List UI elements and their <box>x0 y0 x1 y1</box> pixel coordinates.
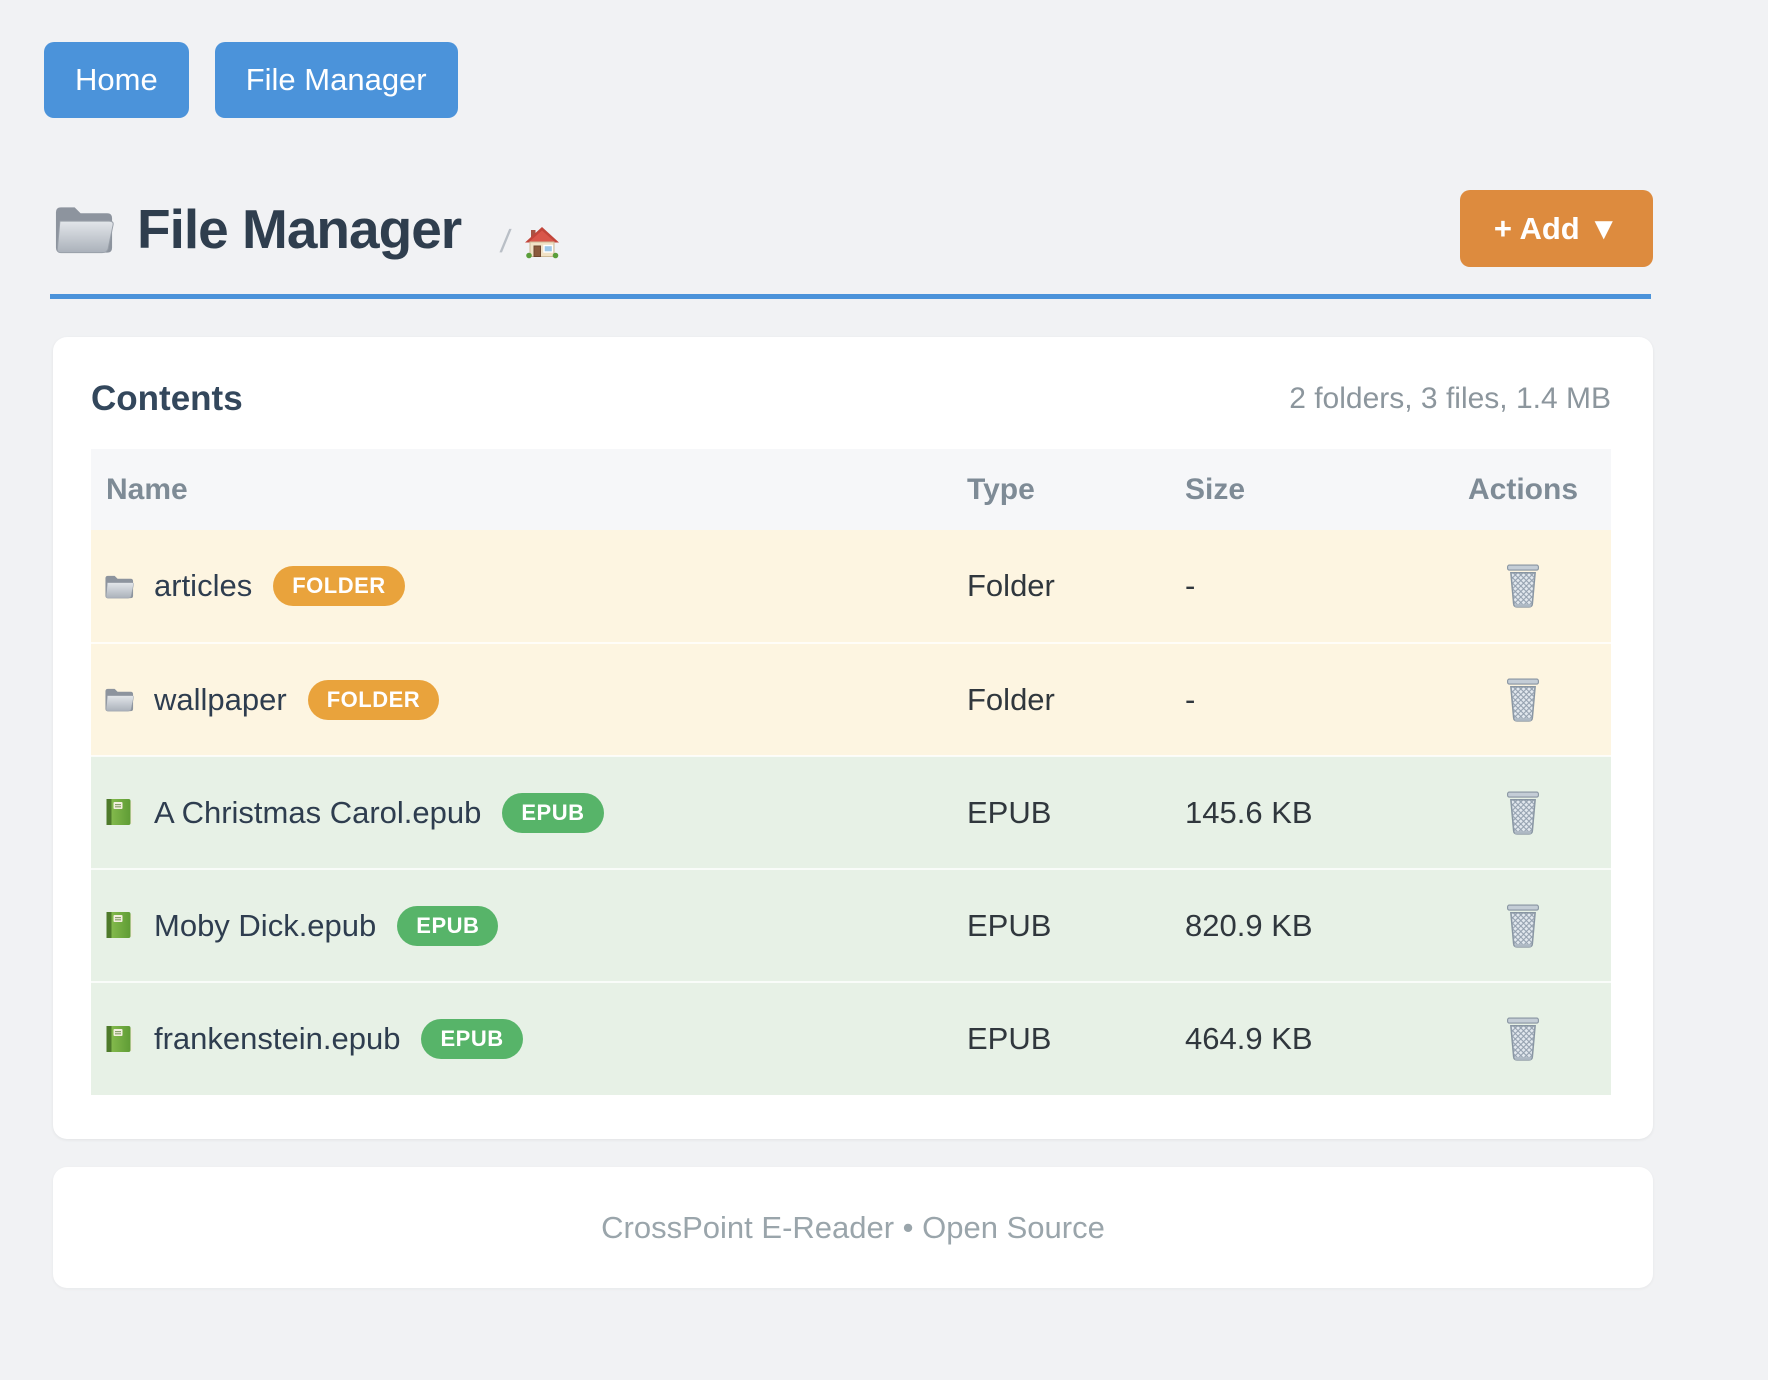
contents-summary: 2 folders, 3 files, 1.4 MB <box>1289 382 1611 415</box>
footer-card: CrossPoint E-Reader • Open Source <box>53 1167 1653 1288</box>
file-table: Name Type Size Actions articles FOLDER <box>91 449 1611 1095</box>
trash-icon <box>1504 564 1542 608</box>
book-icon <box>104 798 135 827</box>
footer-text: CrossPoint E-Reader • Open Source <box>601 1209 1105 1245</box>
top-nav: Home File Manager <box>0 0 1768 118</box>
type-badge: FOLDER <box>307 679 440 720</box>
name-cell: wallpaper FOLDER <box>91 679 967 720</box>
file-manager-button[interactable]: File Manager <box>214 42 458 118</box>
folder-icon <box>104 572 135 601</box>
column-header-actions: Actions <box>1468 449 1611 530</box>
book-icon <box>104 911 135 940</box>
book-icon <box>104 1025 135 1054</box>
column-header-name: Name <box>91 449 967 530</box>
name-cell: frankenstein.epub EPUB <box>91 1019 967 1059</box>
type-cell: Folder <box>967 681 1055 717</box>
page-header: File Manager / + Add ▼ <box>53 190 1653 267</box>
breadcrumb-separator: / <box>498 223 513 259</box>
trash-icon <box>1504 1017 1542 1061</box>
table-header-row: Name Type Size Actions <box>91 449 1611 530</box>
type-badge: EPUB <box>502 792 604 833</box>
file-name-label: wallpaper <box>154 681 287 717</box>
contents-card: Contents 2 folders, 3 files, 1.4 MB Name… <box>53 337 1653 1139</box>
table-row[interactable]: A Christmas Carol.epub EPUB EPUB 145.6 K… <box>91 756 1611 869</box>
file-name-label: A Christmas Carol.epub <box>154 794 482 830</box>
delete-button[interactable] <box>1504 564 1542 608</box>
table-row[interactable]: Moby Dick.epub EPUB EPUB 820.9 KB <box>91 869 1611 982</box>
delete-button[interactable] <box>1504 904 1542 948</box>
home-icon[interactable] <box>524 224 560 260</box>
table-row[interactable]: articles FOLDER Folder - <box>91 530 1611 643</box>
file-table-body: articles FOLDER Folder - <box>91 530 1611 1095</box>
file-name-label: articles <box>154 568 253 603</box>
type-cell: Folder <box>967 568 1055 603</box>
add-button[interactable]: + Add ▼ <box>1459 190 1653 267</box>
contents-heading: Contents <box>91 379 243 418</box>
folder-icon <box>104 685 135 714</box>
table-row[interactable]: wallpaper FOLDER Folder - <box>91 643 1611 756</box>
type-badge: EPUB <box>421 1019 523 1059</box>
table-row[interactable]: frankenstein.epub EPUB EPUB 464.9 KB <box>91 982 1611 1095</box>
title-underline <box>50 294 1651 299</box>
type-cell: EPUB <box>967 1021 1052 1056</box>
title-group: File Manager / <box>53 197 560 261</box>
size-cell: 145.6 KB <box>1185 794 1313 830</box>
size-cell: 464.9 KB <box>1185 1021 1313 1056</box>
delete-button[interactable] <box>1504 791 1542 835</box>
breadcrumb: / <box>498 223 560 260</box>
size-cell: - <box>1185 568 1196 603</box>
trash-icon <box>1504 904 1542 948</box>
file-name-label: Moby Dick.epub <box>154 907 377 943</box>
column-header-type: Type <box>967 449 1185 530</box>
type-cell: EPUB <box>967 794 1052 830</box>
type-badge: EPUB <box>397 905 499 946</box>
folder-icon <box>53 200 116 258</box>
type-cell: EPUB <box>967 907 1052 943</box>
page-title: File Manager <box>137 197 462 260</box>
name-cell: A Christmas Carol.epub EPUB <box>91 792 967 833</box>
home-button[interactable]: Home <box>44 42 189 118</box>
trash-icon <box>1504 791 1542 835</box>
contents-card-header: Contents 2 folders, 3 files, 1.4 MB <box>91 379 1611 419</box>
column-header-size: Size <box>1185 449 1468 530</box>
size-cell: - <box>1185 681 1196 717</box>
file-name-label: frankenstein.epub <box>154 1021 401 1056</box>
trash-icon <box>1504 678 1542 722</box>
name-cell: Moby Dick.epub EPUB <box>91 905 967 946</box>
size-cell: 820.9 KB <box>1185 907 1313 943</box>
name-cell: articles FOLDER <box>91 566 967 606</box>
delete-button[interactable] <box>1504 1017 1542 1061</box>
delete-button[interactable] <box>1504 678 1542 722</box>
type-badge: FOLDER <box>273 566 405 606</box>
